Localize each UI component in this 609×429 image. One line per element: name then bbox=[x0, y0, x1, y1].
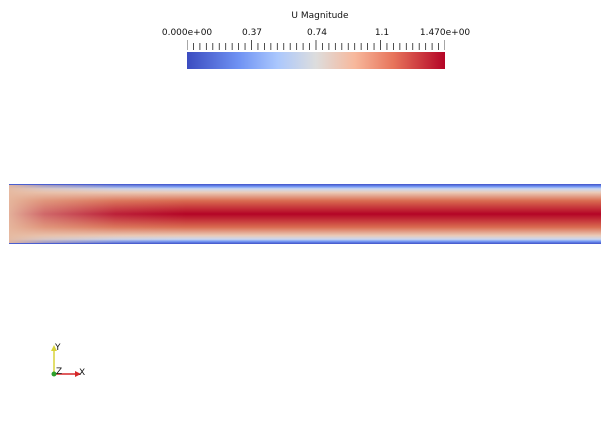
y-axis-label: Y bbox=[55, 343, 61, 353]
pipe-wall-bottom bbox=[9, 243, 601, 244]
inlet-region bbox=[9, 184, 601, 244]
legend-title: U Magnitude bbox=[291, 11, 349, 21]
legend-tick-labels: 0.000e+00 0.37 0.74 1.1 1.470e+00 bbox=[160, 27, 480, 39]
orientation-axes[interactable]: Y Z X bbox=[40, 340, 100, 390]
legend-tick-label-min: 0.000e+00 bbox=[161, 28, 213, 38]
pipe-wall-top bbox=[9, 184, 601, 185]
z-axis-label: Z bbox=[56, 367, 63, 377]
y-axis-arrow-icon bbox=[51, 345, 57, 351]
legend-tick-marks bbox=[187, 40, 445, 50]
x-axis-label: X bbox=[79, 368, 86, 378]
legend-tick-label-max: 1.470e+00 bbox=[419, 28, 471, 38]
color-legend: U Magnitude 0.000e+00 0.37 0.74 1.1 1.47… bbox=[160, 10, 480, 70]
legend-tick-label-3: 1.1 bbox=[374, 28, 390, 38]
z-axis-dot-icon bbox=[51, 371, 57, 377]
x-axis-arrow-icon bbox=[75, 371, 81, 377]
legend-color-bar bbox=[187, 52, 445, 69]
legend-tick-label-2: 0.74 bbox=[306, 28, 328, 38]
pipe-flow-field bbox=[9, 184, 601, 244]
axes-glyph bbox=[51, 345, 81, 377]
legend-tick-label-1: 0.37 bbox=[241, 28, 263, 38]
